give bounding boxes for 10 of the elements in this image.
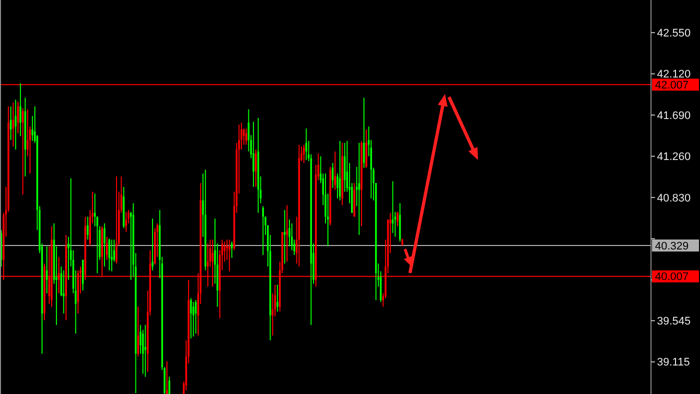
y-tick-label: 39.545 (657, 316, 691, 328)
ref-line-label: 40.007 (655, 271, 689, 284)
ref-line-label: 42.007 (655, 80, 689, 92)
y-tick-label: 41.690 (657, 110, 691, 122)
y-tick-label: 42.550 (657, 27, 691, 40)
y-tick-label: 41.260 (657, 151, 691, 164)
ref-line-label: 40.329 (655, 240, 689, 252)
y-tick-label: 40.830 (657, 192, 691, 204)
y-tick-label: 42.120 (657, 68, 691, 81)
y-tick-label: 39.115 (657, 356, 690, 369)
